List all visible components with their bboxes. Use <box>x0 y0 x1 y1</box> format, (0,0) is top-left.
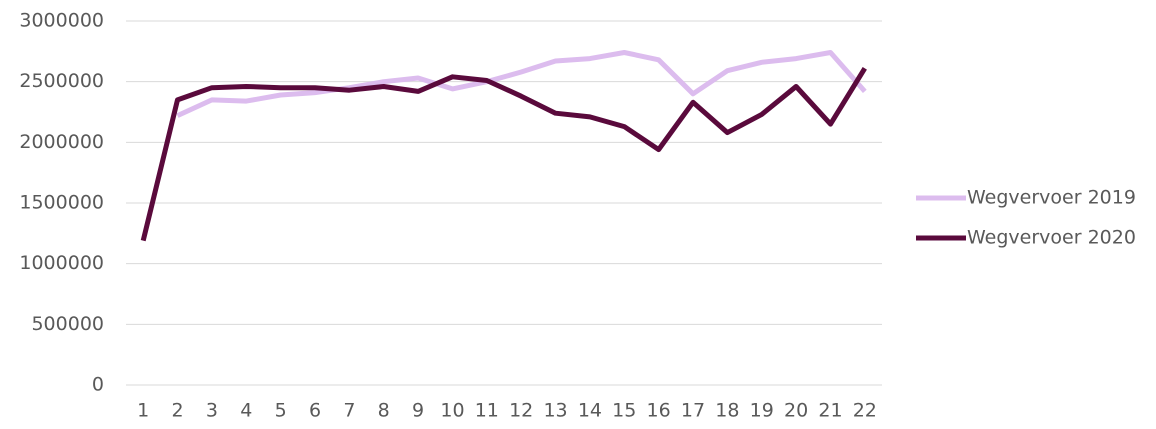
y-tick-label: 0 <box>92 374 104 396</box>
x-tick-label: 13 <box>543 400 567 422</box>
x-tick-label: 4 <box>240 400 252 422</box>
y-tick-label: 2500000 <box>19 70 104 92</box>
y-tick-label: 2000000 <box>19 131 104 153</box>
x-tick-label: 9 <box>412 400 424 422</box>
legend-label: Wegvervoer 2020 <box>967 227 1136 249</box>
x-tick-label: 12 <box>509 400 533 422</box>
x-tick-label: 5 <box>275 400 287 422</box>
x-tick-label: 6 <box>309 400 321 422</box>
y-tick-label: 1000000 <box>19 252 104 274</box>
x-tick-label: 21 <box>818 400 842 422</box>
x-tick-label: 10 <box>440 400 464 422</box>
x-tick-label: 15 <box>612 400 636 422</box>
x-tick-label: 3 <box>206 400 218 422</box>
x-tick-label: 14 <box>578 400 602 422</box>
line-series <box>140 66 867 242</box>
x-tick-label: 11 <box>475 400 499 422</box>
line-series <box>176 50 867 118</box>
x-tick-label: 2 <box>171 400 183 422</box>
x-tick-label: 22 <box>853 400 877 422</box>
x-tick-label: 1 <box>137 400 149 422</box>
legend-label: Wegvervoer 2019 <box>967 187 1136 209</box>
y-tick-label: 500000 <box>31 313 104 335</box>
y-tick-label: 3000000 <box>19 10 104 32</box>
x-tick-label: 19 <box>750 400 774 422</box>
x-tick-label: 20 <box>784 400 808 422</box>
x-tick-label: 8 <box>378 400 390 422</box>
y-tick-label: 1500000 <box>19 192 104 214</box>
x-tick-label: 18 <box>715 400 739 422</box>
x-tick-label: 7 <box>343 400 355 422</box>
x-tick-label: 17 <box>681 400 705 422</box>
x-tick-label: 16 <box>647 400 671 422</box>
